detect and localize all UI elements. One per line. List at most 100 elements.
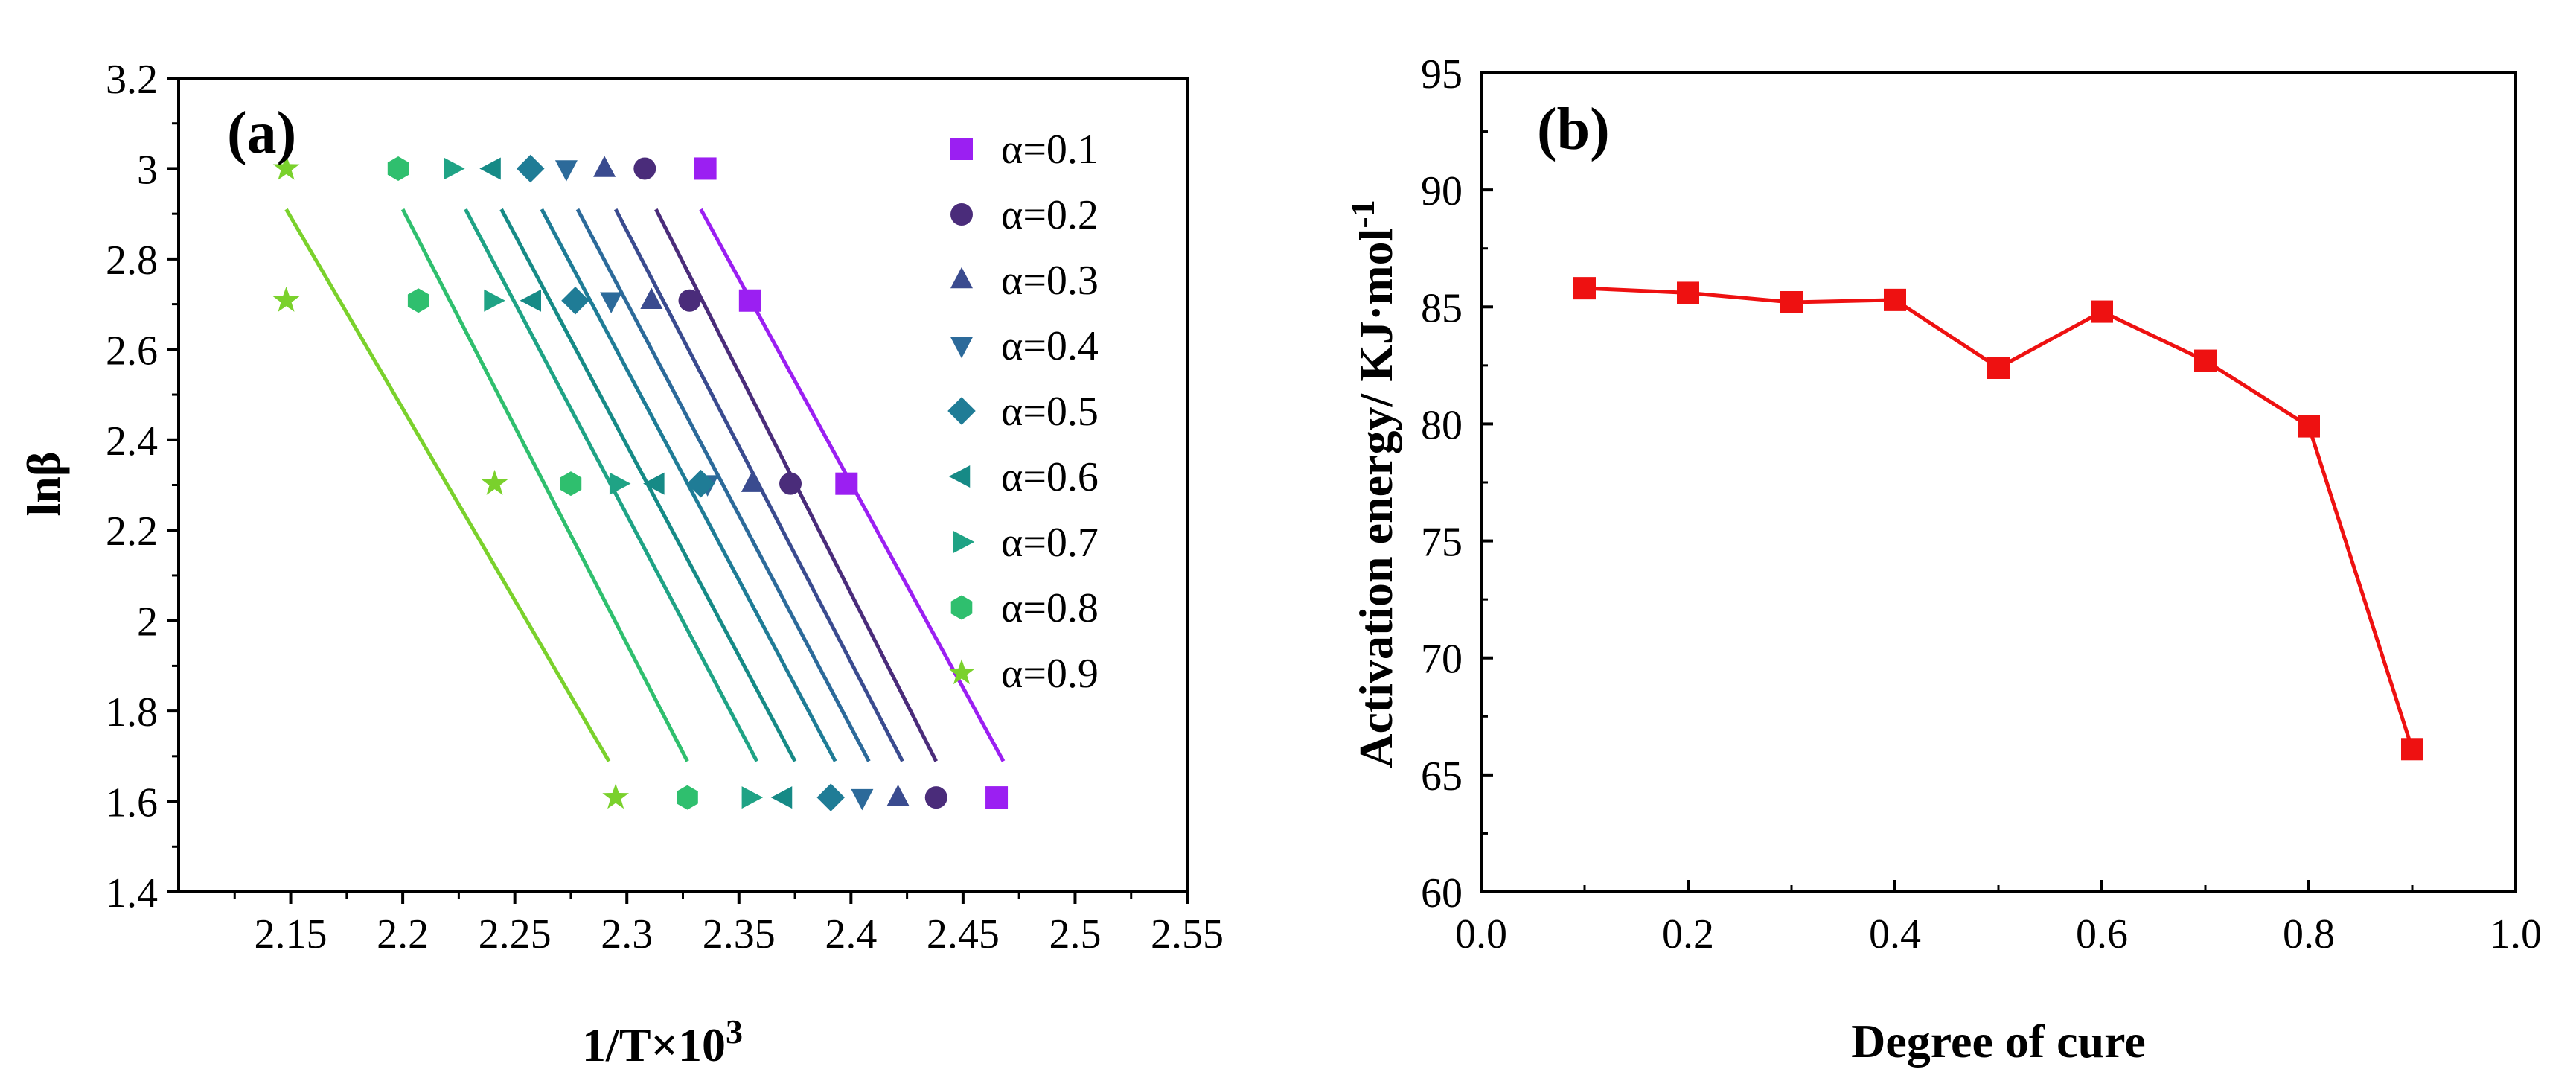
panel-a-x-tick-label: 2.55 — [1151, 911, 1224, 957]
panel-b-y-tick-label: 90 — [1421, 168, 1463, 214]
panel-a-y-tick-label: 2.2 — [106, 508, 158, 555]
panel-b-y-tick-label: 70 — [1421, 637, 1463, 683]
panel-a-data-point — [741, 471, 764, 492]
panel-a-data-point — [272, 154, 300, 180]
panel-b-x-tick-label: 1.0 — [2490, 911, 2542, 957]
panel-a-data-point — [479, 157, 501, 180]
panel-a-chart: 2.15 2.2 2.25 2.3 2.35 2.4 2.45 2.5 2.55 1.41.61… — [17, 57, 1224, 1071]
panel-a-data-point — [835, 472, 858, 495]
panel-a-data-point — [924, 786, 947, 809]
panel-b-y-axis-title: Activation energy/ KJ·mol-1 — [1343, 200, 1402, 768]
panel-a-y-tick-label: 1.6 — [106, 780, 158, 826]
panel-a-data-point — [560, 471, 582, 497]
panel-a-legend-label: α=0.2 — [1001, 192, 1099, 238]
panel-a-legend-label: α=0.9 — [1001, 651, 1099, 697]
panel-b-y-tick-label: 65 — [1421, 753, 1463, 800]
panel-a-data-point — [678, 289, 701, 312]
panel-b-y-axis: 60 65 70 75 80 85 90 95 — [1421, 51, 1493, 916]
panel-a-data-point — [387, 156, 409, 181]
panel-a-data-point — [886, 784, 910, 806]
panel-b-series — [1573, 277, 2423, 761]
panel-b-y-tick-label: 75 — [1421, 520, 1463, 566]
panel-a-data-point — [407, 288, 429, 313]
panel-a-y-tick-label: 3 — [137, 147, 158, 193]
panel-a-y-axis: 1.4 1.6 1.8 2 2.2 2.4 2.6 2.8 3 3.2 — [106, 57, 179, 916]
panel-a-x-tick-label: 2.4 — [825, 911, 877, 957]
panel-a-data-point — [851, 788, 874, 811]
panel-b-y-tick-label: 60 — [1421, 870, 1463, 916]
panel-a-data-point — [677, 785, 698, 810]
panel-a-data-point — [985, 786, 1009, 809]
panel-a-legend-marker — [953, 531, 975, 553]
panel-a-data-point — [602, 783, 629, 809]
panel-b-y-tick-label: 80 — [1421, 402, 1463, 448]
panel-a-data-point — [520, 289, 542, 312]
panel-a-data-point — [600, 292, 623, 314]
panel-a-x-axis-title-superscript: 3 — [726, 1013, 743, 1050]
panel-a-y-tick-label: 2.8 — [106, 237, 158, 284]
panel-a-x-tick-label: 2.15 — [255, 911, 327, 957]
panel-a-data-point — [633, 157, 656, 180]
panel-a-y-tick-label: 1.8 — [106, 689, 158, 736]
panel-a-legend-label: α=0.5 — [1001, 389, 1099, 435]
panel-a-fit-line — [284, 208, 611, 762]
panel-a-y-axis-title: lnβ — [17, 451, 70, 516]
panel-a-y-tick-label: 2 — [137, 599, 158, 645]
panel-a-data-point — [484, 289, 505, 312]
panel-a-y-tick-label: 2.4 — [106, 418, 158, 465]
panel-a-x-tick-label: 2.3 — [601, 911, 653, 957]
panel-b-plot-frame — [1480, 71, 2517, 893]
panel-b-x-axis-title: Degree of cure — [1851, 1015, 2146, 1068]
panel-a-label: (a) — [227, 101, 296, 166]
panel-a-x-tick-label: 2.45 — [927, 911, 1000, 957]
panel-a-legend-marker — [950, 337, 973, 359]
panel-a-data-points — [272, 154, 1009, 811]
panel-a-data-point — [272, 287, 300, 312]
panel-a-legend: α=0.1 α=0.2 α=0.3 α=0.4 α=0.5 α=0.6 α=0.7 α=0.8… — [947, 127, 1099, 697]
panel-b-data-point — [1780, 291, 1803, 313]
panel-a-x-tick-label: 2.35 — [703, 911, 776, 957]
panel-a-data-point — [779, 472, 802, 495]
panel-b-y-tick-label: 85 — [1421, 285, 1463, 331]
panel-a-data-point — [444, 157, 465, 180]
panel-a-y-tick-label: 2.6 — [106, 328, 158, 374]
panel-b-data-point — [2091, 300, 2113, 323]
panel-a-legend-marker — [950, 203, 973, 226]
panel-a-legend-label: α=0.4 — [1001, 323, 1099, 369]
panel-a-legend-marker — [947, 397, 976, 425]
panel-b-x-tick-label: 0.2 — [1662, 911, 1714, 957]
panel-a-data-point — [770, 786, 793, 809]
panel-a-legend-marker — [950, 595, 973, 620]
panel-a-data-point — [609, 472, 631, 495]
panel-a-fit-line — [400, 208, 689, 762]
panel-a-x-axis-title: 1/T×103 — [582, 1013, 743, 1071]
panel-a-data-point — [516, 154, 545, 183]
panel-a-data-point — [554, 160, 578, 182]
panel-a-legend-marker — [950, 138, 973, 160]
panel-b-data-point — [1677, 281, 1699, 304]
panel-a-data-point — [643, 472, 665, 495]
panel-b-data-point — [1987, 357, 2010, 379]
panel-a-x-tick-label: 2.25 — [479, 911, 552, 957]
panel-a-data-point — [741, 786, 764, 809]
panel-b-x-tick-label: 0.6 — [2076, 911, 2128, 957]
panel-b-x-tick-label: 0.4 — [1869, 911, 1921, 957]
panel-b-data-point — [1573, 277, 1596, 300]
panel-a-x-axis: 2.15 2.2 2.25 2.3 2.35 2.4 2.45 2.5 2.55 — [233, 892, 1224, 957]
panel-a-legend-label: α=0.7 — [1001, 520, 1099, 566]
panel-a-fit-line — [575, 208, 871, 762]
panel-b-data-point — [2401, 738, 2423, 761]
panel-a-y-tick-label: 1.4 — [106, 870, 158, 916]
panel-a-data-point — [738, 289, 761, 312]
panel-a-legend-label: α=0.8 — [1001, 585, 1099, 631]
panel-a-legend-label: α=0.3 — [1001, 258, 1099, 304]
panel-b-y-tick-label: 95 — [1421, 51, 1463, 98]
panel-a-legend-marker — [948, 465, 971, 488]
panel-a-y-tick-label: 3.2 — [106, 57, 158, 103]
panel-b-y-axis-title-superscript: -1 — [1343, 200, 1381, 228]
panel-a-legend-marker — [948, 659, 975, 685]
panel-a-legend-label: α=0.6 — [1001, 454, 1099, 500]
panel-a-data-point — [640, 287, 663, 310]
